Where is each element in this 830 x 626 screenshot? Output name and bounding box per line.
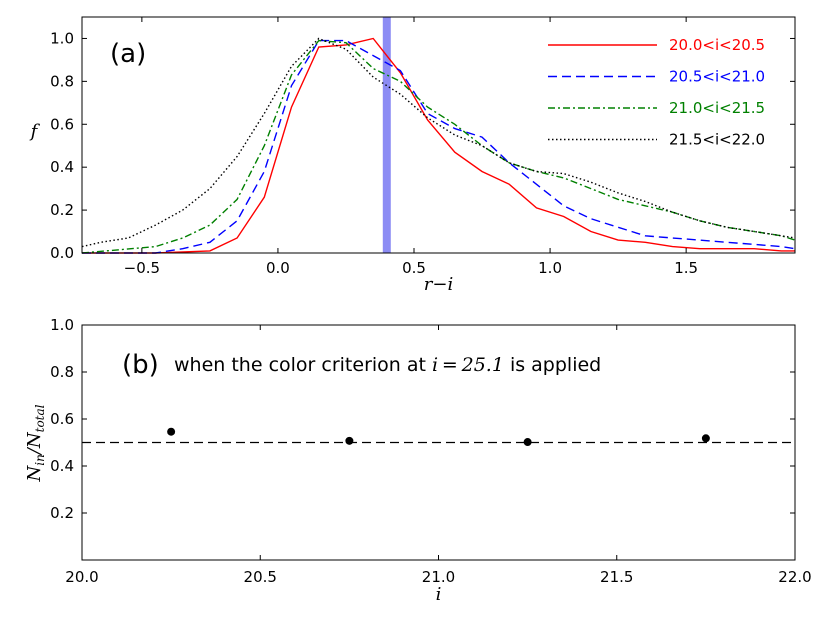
y-tick-label: 1.0 [50, 29, 74, 47]
y-tick-label: 0.2 [50, 201, 74, 219]
x-tick-label: −0.5 [124, 259, 160, 277]
panel-a-plot-area [81, 17, 796, 254]
panel-b-x-axis-label: i [436, 584, 442, 605]
legend-label-4: 21.5<i<22.0 [669, 131, 765, 149]
panel-a-x-axis-label: r−i [424, 274, 453, 295]
y-tick-label: 0.4 [50, 158, 74, 176]
legend-label-2: 20.5<i<21.0 [669, 68, 765, 86]
data-point-4 [701, 434, 710, 443]
y-tick-label: 0.0 [50, 244, 74, 262]
y-tick-label: 0.8 [50, 363, 74, 381]
series-line-4 [81, 37, 796, 248]
x-tick-label: 1.5 [674, 259, 698, 277]
y-tick-label: 0.8 [50, 72, 74, 90]
annotation-prefix: when the color criterion at [174, 354, 432, 376]
x-tick-label: 21.0 [422, 568, 455, 586]
panel-b-annotation: when the color criterion at i = 25.1 is … [174, 354, 601, 376]
series-line-2 [82, 39, 796, 254]
panel-b-plot-area [82, 427, 795, 447]
data-point-2 [345, 436, 354, 445]
legend-label-1: 20.0<i<20.5 [669, 36, 765, 54]
series-line-3 [81, 39, 796, 254]
panel-a-label: (a) [110, 39, 146, 69]
panel-a: −0.5 0.0 0.5 1.0 1.5 0.0 0.2 0.4 0.6 0.8 1.0 (a) r… [29, 16, 796, 295]
panel-b-y-axis-label: Nin/Ntotal [24, 404, 47, 482]
panel-b: 20.0 20.5 21.0 21.5 22.00.20.40.60.81.0 (b) … [24, 316, 812, 605]
x-tick-label: 20.0 [65, 568, 98, 586]
x-tick-label: 0.5 [402, 259, 426, 277]
legend-label-3: 21.0<i<21.5 [669, 99, 765, 117]
x-tick-label: 0.0 [266, 259, 290, 277]
panel-a-y-axis-label: f [29, 121, 41, 142]
panel-a-frame [81, 16, 796, 254]
series-line-1 [82, 37, 795, 254]
x-tick-label: 20.5 [244, 568, 277, 586]
annotation-suffix: is applied [504, 354, 601, 376]
panel-a-ticks: −0.5 0.0 0.5 1.0 1.5 0.0 0.2 0.4 0.6 0.8 1.0 [50, 17, 795, 277]
y-tick-label: 1.0 [50, 316, 74, 334]
y-tick-label: 0.4 [50, 457, 74, 475]
y-tick-label: 0.6 [50, 410, 74, 428]
y-tick-label: 0.6 [50, 115, 74, 133]
panel-b-ticks: 20.0 20.5 21.0 21.5 22.0 0.2 0.4 0.6 0.8 1.0 [50, 316, 812, 586]
x-tick-label: 22.0 [778, 568, 811, 586]
panel-b-label: (b) [122, 350, 159, 380]
annotation-math: i = 25.1 [432, 354, 504, 376]
data-point-3 [523, 438, 532, 447]
x-tick-label: 21.5 [600, 568, 633, 586]
panel-a-legend: 20.0<i<20.5 20.5<i<21.0 21.0<i<21.5 21.5<i<… [548, 36, 765, 149]
x-tick-label: 1.0 [538, 259, 562, 277]
y-tick-label: 0.2 [50, 504, 74, 522]
data-point-1 [167, 427, 176, 436]
